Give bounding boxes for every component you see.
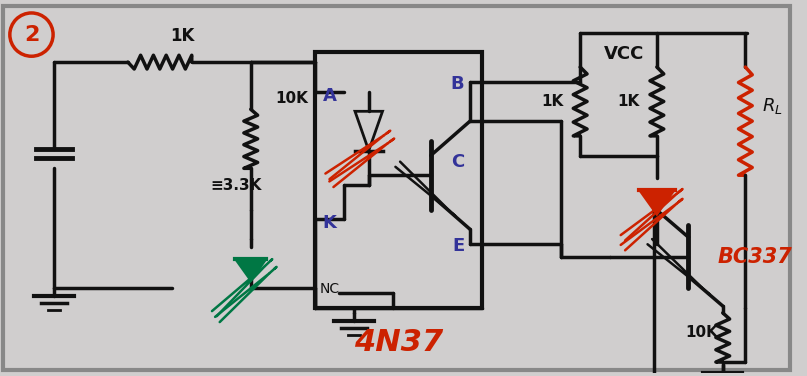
Text: C: C <box>451 153 464 171</box>
Text: K: K <box>323 214 337 232</box>
Text: E: E <box>452 237 464 255</box>
Text: NC: NC <box>320 282 340 296</box>
Text: 1K: 1K <box>541 94 563 109</box>
Bar <box>315 52 482 308</box>
Text: B: B <box>450 75 464 93</box>
Text: 10K: 10K <box>685 325 718 340</box>
Text: VCC: VCC <box>604 45 645 63</box>
Text: A: A <box>323 86 337 105</box>
Text: ≡3.3K: ≡3.3K <box>211 177 261 193</box>
Text: 10K: 10K <box>275 91 308 106</box>
Polygon shape <box>639 190 675 215</box>
Text: 4N37: 4N37 <box>353 328 443 357</box>
Text: $R_L$: $R_L$ <box>762 96 783 117</box>
Text: 1K: 1K <box>617 94 639 109</box>
Text: 2: 2 <box>23 24 40 45</box>
Text: BC337: BC337 <box>718 247 792 267</box>
Polygon shape <box>235 259 266 281</box>
Text: 1K: 1K <box>169 27 194 45</box>
